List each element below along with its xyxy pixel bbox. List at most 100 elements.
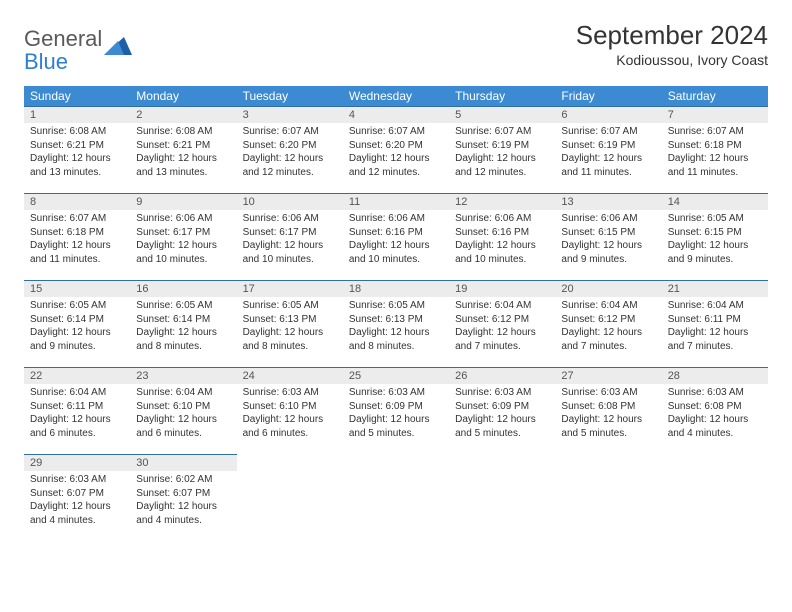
day-number: 17 [237,281,343,297]
day-content: Sunrise: 6:04 AMSunset: 6:11 PMDaylight:… [24,384,130,444]
day-content: Sunrise: 6:07 AMSunset: 6:19 PMDaylight:… [555,123,661,183]
day-content: Sunrise: 6:06 AMSunset: 6:15 PMDaylight:… [555,210,661,270]
day-content: Sunrise: 6:05 AMSunset: 6:13 PMDaylight:… [343,297,449,357]
calendar-cell: 30Sunrise: 6:02 AMSunset: 6:07 PMDayligh… [130,455,236,542]
day-number: 13 [555,194,661,210]
day-number: 20 [555,281,661,297]
day-number: 11 [343,194,449,210]
calendar-cell [555,455,661,542]
day-number: 15 [24,281,130,297]
calendar-cell: 9Sunrise: 6:06 AMSunset: 6:17 PMDaylight… [130,194,236,281]
logo-text-general: General [24,26,102,51]
day-content: Sunrise: 6:03 AMSunset: 6:07 PMDaylight:… [24,471,130,531]
day-content: Sunrise: 6:05 AMSunset: 6:14 PMDaylight:… [130,297,236,357]
day-content: Sunrise: 6:03 AMSunset: 6:09 PMDaylight:… [343,384,449,444]
day-number: 26 [449,368,555,384]
col-thursday: Thursday [449,86,555,107]
day-content: Sunrise: 6:07 AMSunset: 6:19 PMDaylight:… [449,123,555,183]
day-content: Sunrise: 6:05 AMSunset: 6:15 PMDaylight:… [662,210,768,270]
calendar-cell: 19Sunrise: 6:04 AMSunset: 6:12 PMDayligh… [449,281,555,368]
day-content: Sunrise: 6:04 AMSunset: 6:12 PMDaylight:… [555,297,661,357]
col-monday: Monday [130,86,236,107]
calendar-cell: 8Sunrise: 6:07 AMSunset: 6:18 PMDaylight… [24,194,130,281]
day-number: 28 [662,368,768,384]
col-saturday: Saturday [662,86,768,107]
calendar-cell: 5Sunrise: 6:07 AMSunset: 6:19 PMDaylight… [449,107,555,194]
day-content: Sunrise: 6:06 AMSunset: 6:16 PMDaylight:… [343,210,449,270]
calendar-cell: 29Sunrise: 6:03 AMSunset: 6:07 PMDayligh… [24,455,130,542]
day-number: 22 [24,368,130,384]
calendar-cell: 12Sunrise: 6:06 AMSunset: 6:16 PMDayligh… [449,194,555,281]
day-number: 25 [343,368,449,384]
calendar-row: 29Sunrise: 6:03 AMSunset: 6:07 PMDayligh… [24,455,768,542]
day-content: Sunrise: 6:05 AMSunset: 6:13 PMDaylight:… [237,297,343,357]
day-number: 29 [24,455,130,471]
day-number: 18 [343,281,449,297]
calendar-cell: 14Sunrise: 6:05 AMSunset: 6:15 PMDayligh… [662,194,768,281]
calendar-row: 15Sunrise: 6:05 AMSunset: 6:14 PMDayligh… [24,281,768,368]
calendar-row: 1Sunrise: 6:08 AMSunset: 6:21 PMDaylight… [24,107,768,194]
day-number: 19 [449,281,555,297]
day-number: 10 [237,194,343,210]
day-number: 14 [662,194,768,210]
calendar-cell: 7Sunrise: 6:07 AMSunset: 6:18 PMDaylight… [662,107,768,194]
day-number: 24 [237,368,343,384]
calendar-cell: 21Sunrise: 6:04 AMSunset: 6:11 PMDayligh… [662,281,768,368]
day-content: Sunrise: 6:08 AMSunset: 6:21 PMDaylight:… [130,123,236,183]
day-number: 9 [130,194,236,210]
calendar-cell: 15Sunrise: 6:05 AMSunset: 6:14 PMDayligh… [24,281,130,368]
day-content: Sunrise: 6:06 AMSunset: 6:17 PMDaylight:… [130,210,236,270]
calendar-header-row: Sunday Monday Tuesday Wednesday Thursday… [24,86,768,107]
title-block: September 2024 Kodioussou, Ivory Coast [576,20,768,68]
logo-triangle-icon [104,37,132,60]
calendar-cell: 10Sunrise: 6:06 AMSunset: 6:17 PMDayligh… [237,194,343,281]
page-title: September 2024 [576,20,768,51]
day-content: Sunrise: 6:07 AMSunset: 6:20 PMDaylight:… [237,123,343,183]
day-content: Sunrise: 6:07 AMSunset: 6:18 PMDaylight:… [24,210,130,270]
calendar-cell: 1Sunrise: 6:08 AMSunset: 6:21 PMDaylight… [24,107,130,194]
calendar-cell: 26Sunrise: 6:03 AMSunset: 6:09 PMDayligh… [449,368,555,455]
day-number: 5 [449,107,555,123]
calendar-cell: 27Sunrise: 6:03 AMSunset: 6:08 PMDayligh… [555,368,661,455]
day-content: Sunrise: 6:03 AMSunset: 6:08 PMDaylight:… [662,384,768,444]
day-number: 7 [662,107,768,123]
day-content: Sunrise: 6:06 AMSunset: 6:16 PMDaylight:… [449,210,555,270]
calendar-cell: 18Sunrise: 6:05 AMSunset: 6:13 PMDayligh… [343,281,449,368]
day-number: 16 [130,281,236,297]
calendar-cell: 4Sunrise: 6:07 AMSunset: 6:20 PMDaylight… [343,107,449,194]
day-number: 12 [449,194,555,210]
day-number: 6 [555,107,661,123]
logo-text-blue: Blue [24,49,68,74]
day-number: 2 [130,107,236,123]
header: General Blue September 2024 Kodioussou, … [24,20,768,74]
calendar-cell: 17Sunrise: 6:05 AMSunset: 6:13 PMDayligh… [237,281,343,368]
day-number: 27 [555,368,661,384]
calendar-cell: 23Sunrise: 6:04 AMSunset: 6:10 PMDayligh… [130,368,236,455]
day-number: 4 [343,107,449,123]
day-content: Sunrise: 6:07 AMSunset: 6:20 PMDaylight:… [343,123,449,183]
calendar-cell: 6Sunrise: 6:07 AMSunset: 6:19 PMDaylight… [555,107,661,194]
calendar-body: 1Sunrise: 6:08 AMSunset: 6:21 PMDaylight… [24,107,768,542]
day-content: Sunrise: 6:04 AMSunset: 6:12 PMDaylight:… [449,297,555,357]
col-tuesday: Tuesday [237,86,343,107]
calendar-cell: 11Sunrise: 6:06 AMSunset: 6:16 PMDayligh… [343,194,449,281]
col-sunday: Sunday [24,86,130,107]
day-content: Sunrise: 6:05 AMSunset: 6:14 PMDaylight:… [24,297,130,357]
day-content: Sunrise: 6:08 AMSunset: 6:21 PMDaylight:… [24,123,130,183]
calendar-cell [237,455,343,542]
calendar-cell: 2Sunrise: 6:08 AMSunset: 6:21 PMDaylight… [130,107,236,194]
calendar-cell: 28Sunrise: 6:03 AMSunset: 6:08 PMDayligh… [662,368,768,455]
day-number: 1 [24,107,130,123]
calendar-cell: 13Sunrise: 6:06 AMSunset: 6:15 PMDayligh… [555,194,661,281]
calendar-cell: 22Sunrise: 6:04 AMSunset: 6:11 PMDayligh… [24,368,130,455]
calendar-cell: 16Sunrise: 6:05 AMSunset: 6:14 PMDayligh… [130,281,236,368]
calendar-cell: 25Sunrise: 6:03 AMSunset: 6:09 PMDayligh… [343,368,449,455]
day-content: Sunrise: 6:07 AMSunset: 6:18 PMDaylight:… [662,123,768,183]
day-content: Sunrise: 6:04 AMSunset: 6:10 PMDaylight:… [130,384,236,444]
day-content: Sunrise: 6:06 AMSunset: 6:17 PMDaylight:… [237,210,343,270]
day-number: 8 [24,194,130,210]
calendar-cell: 20Sunrise: 6:04 AMSunset: 6:12 PMDayligh… [555,281,661,368]
location-text: Kodioussou, Ivory Coast [576,52,768,68]
day-content: Sunrise: 6:03 AMSunset: 6:08 PMDaylight:… [555,384,661,444]
day-content: Sunrise: 6:04 AMSunset: 6:11 PMDaylight:… [662,297,768,357]
